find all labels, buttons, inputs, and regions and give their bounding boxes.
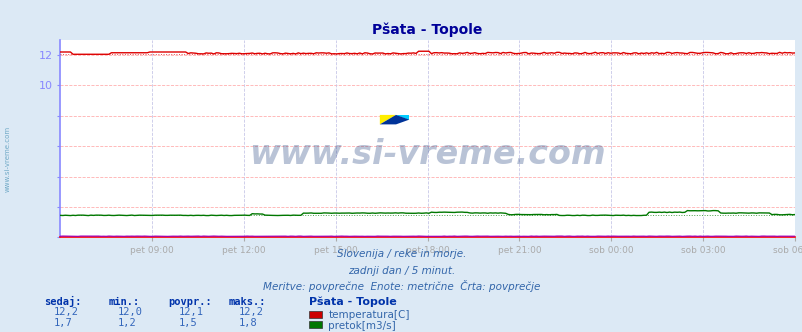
Text: pretok[m3/s]: pretok[m3/s] — [328, 321, 395, 331]
Text: zadnji dan / 5 minut.: zadnji dan / 5 minut. — [347, 266, 455, 276]
Text: 12,2: 12,2 — [238, 307, 263, 317]
Polygon shape — [379, 115, 409, 124]
Text: Slovenija / reke in morje.: Slovenija / reke in morje. — [336, 249, 466, 259]
Text: 1,2: 1,2 — [118, 318, 136, 328]
Text: www.si-vreme.com: www.si-vreme.com — [249, 138, 606, 171]
Text: 12,0: 12,0 — [118, 307, 143, 317]
Text: maks.:: maks.: — [229, 297, 266, 307]
Polygon shape — [395, 115, 409, 120]
Text: 12,1: 12,1 — [178, 307, 203, 317]
Title: Pšata - Topole: Pšata - Topole — [372, 23, 482, 37]
Text: temperatura[C]: temperatura[C] — [328, 310, 409, 320]
Text: Pšata - Topole: Pšata - Topole — [309, 296, 396, 307]
Text: Meritve: povprečne  Enote: metrične  Črta: povprečje: Meritve: povprečne Enote: metrične Črta:… — [262, 280, 540, 291]
Polygon shape — [379, 115, 395, 124]
Text: sedaj:: sedaj: — [44, 296, 82, 307]
Text: 12,2: 12,2 — [54, 307, 79, 317]
Text: povpr.:: povpr.: — [168, 297, 212, 307]
Text: 1,7: 1,7 — [54, 318, 72, 328]
Text: www.si-vreme.com: www.si-vreme.com — [5, 126, 11, 193]
Text: 1,8: 1,8 — [238, 318, 257, 328]
Text: 1,5: 1,5 — [178, 318, 196, 328]
Text: min.:: min.: — [108, 297, 140, 307]
